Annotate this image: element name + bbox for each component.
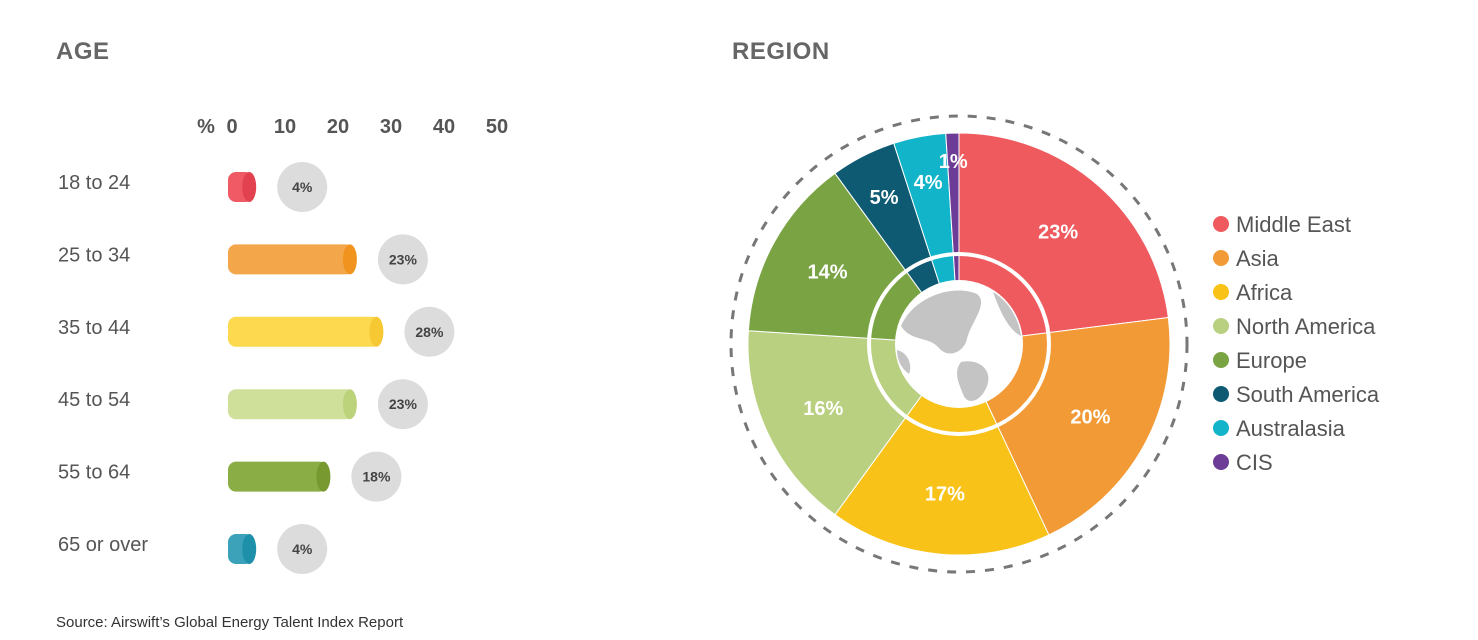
pie-slice bbox=[747, 172, 961, 345]
value-label: 4% bbox=[292, 541, 313, 557]
value-bubble bbox=[351, 451, 402, 502]
legend-marker bbox=[1213, 420, 1229, 436]
value-label: 18% bbox=[362, 469, 391, 485]
value-label: 4% bbox=[292, 179, 313, 195]
age-row: 35 to 44 28% bbox=[58, 306, 455, 357]
legend-marker bbox=[1213, 250, 1229, 266]
axis-tick-label: 20 bbox=[327, 116, 349, 138]
bar bbox=[228, 244, 354, 275]
legend-item: CIS bbox=[1213, 450, 1273, 475]
region-chart-title: REGION bbox=[732, 38, 830, 65]
legend-item: Asia bbox=[1213, 246, 1280, 271]
axis-unit-label: % bbox=[197, 116, 215, 138]
age-row: 25 to 34 23% bbox=[58, 234, 428, 285]
legend-label: Australasia bbox=[1236, 416, 1346, 441]
legend-item: South America bbox=[1213, 382, 1380, 407]
age-row: 45 to 54 23% bbox=[58, 379, 428, 430]
age-row: 65 or over 4% bbox=[58, 524, 328, 574]
bar-end-cap bbox=[342, 244, 357, 275]
legend-marker bbox=[1213, 352, 1229, 368]
slice-value-label: 17% bbox=[925, 483, 965, 505]
category-label: 65 or over bbox=[58, 534, 148, 556]
legend-label: Europe bbox=[1236, 348, 1307, 373]
legend-label: North America bbox=[1236, 314, 1376, 339]
region-pie-chart: 23% 20% 17% 16% 14% 5% 4%1% Middle East Asia Afri… bbox=[729, 114, 1380, 574]
slice-value-label: 16% bbox=[803, 398, 843, 420]
inner-ring bbox=[867, 252, 1051, 436]
pie-slice bbox=[958, 132, 1169, 345]
legend-item: Europe bbox=[1213, 348, 1307, 373]
age-chart-title: AGE bbox=[56, 38, 110, 65]
slice-value-label: 1% bbox=[939, 151, 968, 173]
bar bbox=[228, 389, 354, 420]
source-note: Source: Airswift’s Global Energy Talent … bbox=[56, 614, 404, 631]
legend-label: South America bbox=[1236, 382, 1380, 407]
slice-value-label: 14% bbox=[808, 262, 848, 284]
bar-end-cap bbox=[316, 461, 331, 492]
legend-marker bbox=[1213, 454, 1229, 470]
bar-end-cap bbox=[242, 172, 257, 202]
slice-value-label: 23% bbox=[1038, 221, 1078, 243]
age-row: 18 to 24 4% bbox=[58, 162, 328, 212]
bar-end-cap bbox=[242, 534, 257, 564]
legend-marker bbox=[1213, 318, 1229, 334]
bar-end-cap bbox=[342, 389, 357, 420]
pie-slice bbox=[834, 343, 1050, 556]
category-label: 45 to 54 bbox=[58, 389, 130, 411]
legend-label: CIS bbox=[1236, 450, 1273, 475]
slice-value-label: 5% bbox=[870, 187, 899, 209]
slice-value-label: 4% bbox=[914, 172, 943, 194]
legend-item: Middle East bbox=[1213, 212, 1351, 237]
slice-value-label: 20% bbox=[1070, 406, 1110, 428]
bar bbox=[228, 316, 381, 347]
legend-label: Asia bbox=[1236, 246, 1280, 271]
legend-marker bbox=[1213, 216, 1229, 232]
value-bubble bbox=[277, 524, 328, 574]
age-bar-chart: % 0 10 20 30 40 50 18 to 24 4% 25 to 34 23% 35 to 4… bbox=[58, 116, 508, 574]
legend-label: Middle East bbox=[1236, 212, 1351, 237]
axis-tick-label: 50 bbox=[486, 116, 508, 138]
bar bbox=[228, 461, 328, 492]
globe-icon bbox=[897, 290, 1021, 401]
value-label: 28% bbox=[415, 324, 444, 340]
legend-item: Australasia bbox=[1213, 416, 1346, 441]
value-bubble bbox=[404, 306, 455, 357]
value-bubble bbox=[377, 234, 428, 285]
value-label: 23% bbox=[389, 251, 418, 267]
legend-marker bbox=[1213, 284, 1229, 300]
category-label: 18 to 24 bbox=[58, 172, 130, 194]
value-bubble bbox=[377, 379, 428, 430]
age-row: 55 to 64 18% bbox=[58, 451, 402, 502]
axis-tick-label: 0 bbox=[226, 116, 237, 138]
value-label: 23% bbox=[389, 396, 418, 412]
legend-item: Africa bbox=[1213, 280, 1293, 305]
dashed-ring bbox=[729, 114, 1189, 574]
category-label: 25 to 34 bbox=[58, 244, 130, 266]
category-label: 55 to 64 bbox=[58, 462, 130, 484]
legend-item: North America bbox=[1213, 314, 1376, 339]
axis-tick-label: 10 bbox=[274, 116, 296, 138]
value-bubble bbox=[277, 162, 328, 212]
category-label: 35 to 44 bbox=[58, 317, 130, 339]
bar-end-cap bbox=[369, 316, 384, 347]
legend-label: Africa bbox=[1236, 280, 1293, 305]
axis-tick-label: 30 bbox=[380, 116, 402, 138]
legend-marker bbox=[1213, 386, 1229, 402]
axis-tick-label: 40 bbox=[433, 116, 455, 138]
